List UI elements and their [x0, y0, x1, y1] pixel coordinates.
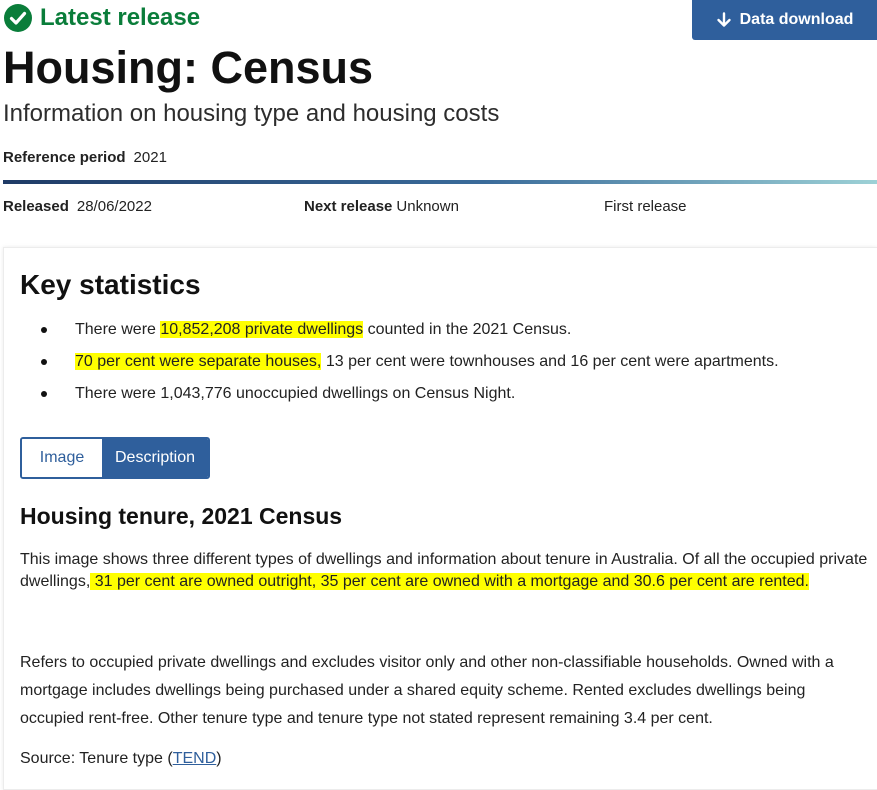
tenure-notes: Refers to occupied private dwellings and…	[20, 654, 834, 727]
source-prefix: Source: Tenure type (	[20, 750, 173, 767]
next-release-label: Next release	[304, 198, 393, 215]
view-tabs: Image Description	[20, 437, 210, 479]
arrow-down-icon	[716, 12, 731, 27]
key-statistics-card: Key statistics There were 10,852,208 pri…	[3, 247, 877, 790]
next-release-info: Next release Unknown	[304, 198, 459, 216]
tab-description[interactable]: Description	[102, 439, 208, 477]
key-statistics-list: There were 10,852,208 private dwellings …	[20, 318, 779, 414]
released-label: Released	[3, 198, 69, 215]
status-label: Latest release	[40, 4, 201, 31]
data-download-button[interactable]: Data download	[692, 0, 877, 40]
release-status: Latest release	[4, 4, 200, 32]
reference-period-label: Reference period	[3, 149, 126, 166]
header-divider	[3, 180, 877, 184]
bullet-icon	[41, 391, 47, 397]
bullet-icon	[41, 327, 47, 333]
tenure-highlight: 31 per cent are owned outright, 35 per c…	[90, 573, 809, 590]
stat-highlight: 10,852,208 private dwellings	[160, 321, 364, 338]
reference-period: Reference period 2021	[3, 149, 167, 167]
next-release-value: Unknown	[396, 198, 459, 215]
first-release-label: First release	[604, 198, 687, 215]
tenure-description: This image shows three different types o…	[20, 549, 870, 593]
key-statistics-title: Key statistics	[20, 269, 201, 300]
data-download-label: Data download	[739, 11, 854, 28]
tab-image[interactable]: Image	[22, 439, 102, 477]
source-suffix: )	[216, 750, 222, 767]
released-value: 28/06/2022	[76, 198, 152, 215]
stat-highlight: 70 per cent were separate houses,	[75, 353, 322, 370]
list-item: 70 per cent were separate houses, 13 per…	[20, 350, 779, 382]
tenure-title: Housing tenure, 2021 Census	[20, 503, 343, 529]
bullet-icon	[41, 359, 47, 365]
list-item: There were 1,043,776 unoccupied dwelling…	[20, 382, 779, 414]
source-note: Source: Tenure type (TEND)	[20, 747, 222, 771]
page-subtitle: Information on housing type and housing …	[3, 100, 500, 127]
released-info: Released 28/06/2022	[3, 198, 152, 216]
stat-text: There were 1,043,776 unoccupied dwelling…	[75, 385, 516, 402]
stat-text: 13 per cent were townhouses and 16 per c…	[321, 353, 779, 370]
check-circle-icon	[4, 4, 32, 32]
list-item: There were 10,852,208 private dwellings …	[20, 318, 779, 350]
stat-text: There were	[75, 321, 161, 338]
page-title: Housing: Census	[3, 42, 374, 93]
reference-period-value: 2021	[133, 149, 167, 166]
source-link-tend[interactable]: TEND	[172, 750, 217, 767]
tenure-description-text: This image shows three different types o…	[20, 551, 868, 590]
stat-text: counted in the 2021 Census.	[363, 321, 572, 338]
